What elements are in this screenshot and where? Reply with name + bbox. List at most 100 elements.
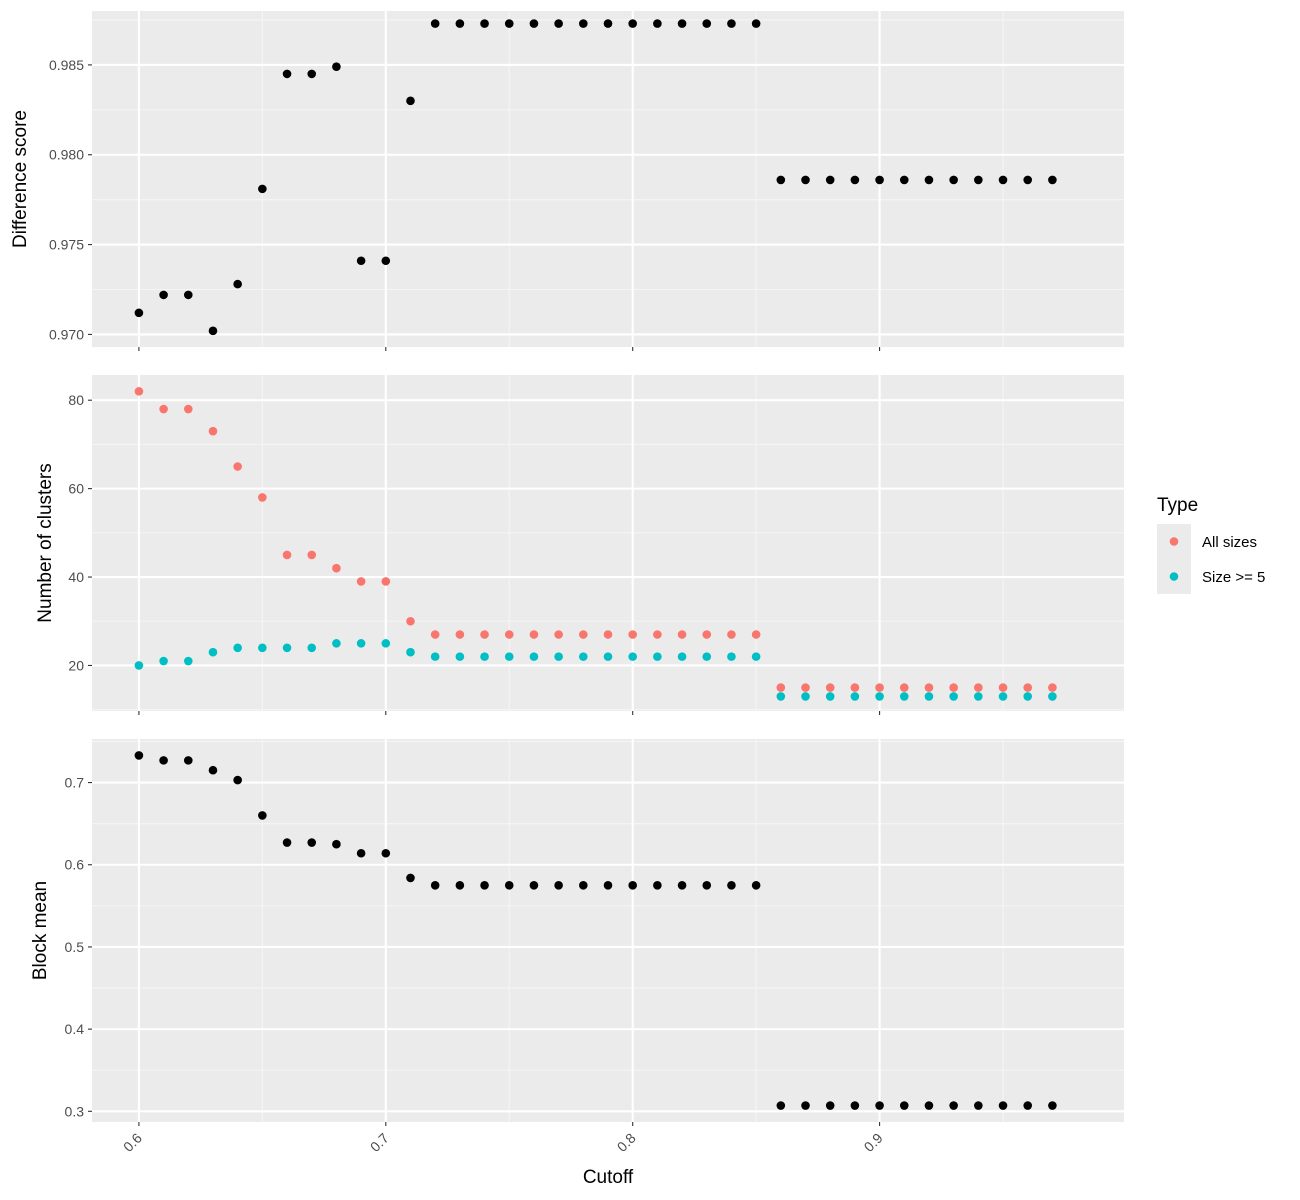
data-point-series [480, 19, 489, 28]
data-point-size-5 [430, 652, 440, 661]
data-point-series [727, 19, 736, 28]
panel-3: 0.3 0.4 0.5 0.6 0.7 Block mean [30, 739, 1124, 1126]
data-point-series [529, 880, 539, 890]
data-point-series [381, 848, 391, 858]
data-point-series [554, 19, 563, 28]
data-point-all-sizes [282, 550, 292, 560]
data-point-size-5 [1023, 692, 1033, 701]
x-tick-label: 0.6 [120, 1130, 145, 1155]
x-tick-label: 0.9 [861, 1130, 886, 1155]
data-point-size-5 [751, 652, 761, 661]
data-point-all-sizes [702, 630, 712, 639]
data-point-size-5 [381, 639, 391, 648]
data-point-series [134, 308, 144, 318]
y-tick-label: 0.6 [65, 857, 85, 873]
data-point-size-5 [356, 639, 366, 648]
data-point-size-5 [134, 661, 144, 670]
data-point-series [899, 1101, 909, 1110]
data-point-all-sizes [134, 387, 144, 396]
data-point-size-5 [727, 652, 736, 661]
data-point-series [751, 19, 761, 28]
y-tick-label: 20 [68, 657, 84, 673]
data-point-series [776, 1101, 786, 1110]
data-point-size-5 [628, 652, 637, 661]
legend: Type All sizes Size >= 5 [1157, 495, 1265, 594]
data-point-size-5 [159, 656, 168, 666]
data-point-series [134, 751, 144, 760]
data-point-series [381, 256, 391, 266]
data-point-series [727, 880, 736, 890]
y-tick-label: 0.985 [49, 57, 84, 73]
data-point-series [356, 848, 366, 858]
data-point-series [875, 175, 884, 185]
data-point-series [356, 256, 366, 266]
data-point-all-sizes [159, 404, 168, 414]
y-tick-label: 0.975 [49, 237, 84, 253]
data-point-series [899, 175, 909, 185]
y-tick-label: 0.970 [49, 326, 84, 342]
data-point-all-sizes [603, 630, 613, 639]
data-point-series [603, 880, 613, 890]
data-point-series [998, 1101, 1008, 1110]
data-point-all-sizes [183, 404, 193, 414]
panel-background [92, 11, 1124, 347]
data-point-series [529, 19, 539, 28]
chart-panels: 0.970 0.975 0.980 0.985 Difference score 20 40… [10, 11, 1124, 1126]
data-point-series [504, 880, 514, 890]
data-point-series [751, 880, 761, 890]
data-point-all-sizes [899, 683, 909, 692]
y-tick-label: 0.3 [65, 1103, 85, 1119]
data-point-size-5 [455, 652, 465, 661]
data-point-series [825, 175, 835, 185]
data-point-size-5 [1048, 692, 1057, 701]
data-point-series [875, 1101, 884, 1110]
data-point-all-sizes [430, 630, 440, 639]
data-point-series [801, 175, 810, 185]
data-point-series [998, 175, 1008, 185]
y-axis-title: Difference score [10, 110, 31, 248]
data-point-series [159, 756, 168, 765]
data-point-size-5 [850, 692, 860, 701]
data-point-all-sizes [233, 462, 242, 471]
y-tick-label: 80 [68, 392, 84, 408]
data-point-series [504, 19, 514, 28]
data-point-series [554, 880, 563, 890]
data-point-size-5 [677, 652, 687, 661]
y-tick-label: 0.980 [49, 147, 84, 163]
data-point-all-sizes [727, 630, 736, 639]
data-point-all-sizes [1048, 683, 1057, 692]
panel-2: 20 40 60 80 Number of clusters [35, 375, 1124, 715]
data-point-series [579, 880, 588, 890]
data-point-series [1023, 1101, 1033, 1110]
data-point-all-sizes [258, 493, 267, 502]
x-axis: 0.6 0.7 0.8 0.9 [120, 1130, 886, 1155]
data-point-series [974, 175, 983, 185]
data-point-all-sizes [579, 630, 588, 639]
data-point-size-5 [924, 692, 934, 701]
y-tick-label: 40 [68, 569, 84, 585]
data-point-all-sizes [677, 630, 687, 639]
data-point-series [430, 19, 440, 28]
x-axis-title: Cutoff [583, 1167, 634, 1188]
data-point-all-sizes [480, 630, 489, 639]
data-point-series [258, 811, 267, 820]
data-point-all-sizes [776, 683, 786, 692]
data-point-size-5 [603, 652, 613, 661]
data-point-size-5 [949, 692, 958, 701]
y-tick-label: 0.5 [65, 939, 85, 955]
data-point-size-5 [504, 652, 514, 661]
data-point-series [332, 839, 341, 849]
data-point-series [801, 1101, 810, 1110]
data-point-all-sizes [208, 426, 218, 436]
data-point-all-sizes [504, 630, 514, 639]
data-point-series [159, 290, 168, 300]
data-point-size-5 [208, 647, 218, 657]
data-point-all-sizes [825, 683, 835, 692]
legend-label-size-ge-5: Size >= 5 [1202, 569, 1265, 586]
data-point-series [850, 175, 860, 185]
data-point-size-5 [554, 652, 563, 661]
data-point-series [183, 756, 193, 765]
data-point-all-sizes [356, 577, 366, 586]
data-point-all-sizes [332, 563, 341, 573]
